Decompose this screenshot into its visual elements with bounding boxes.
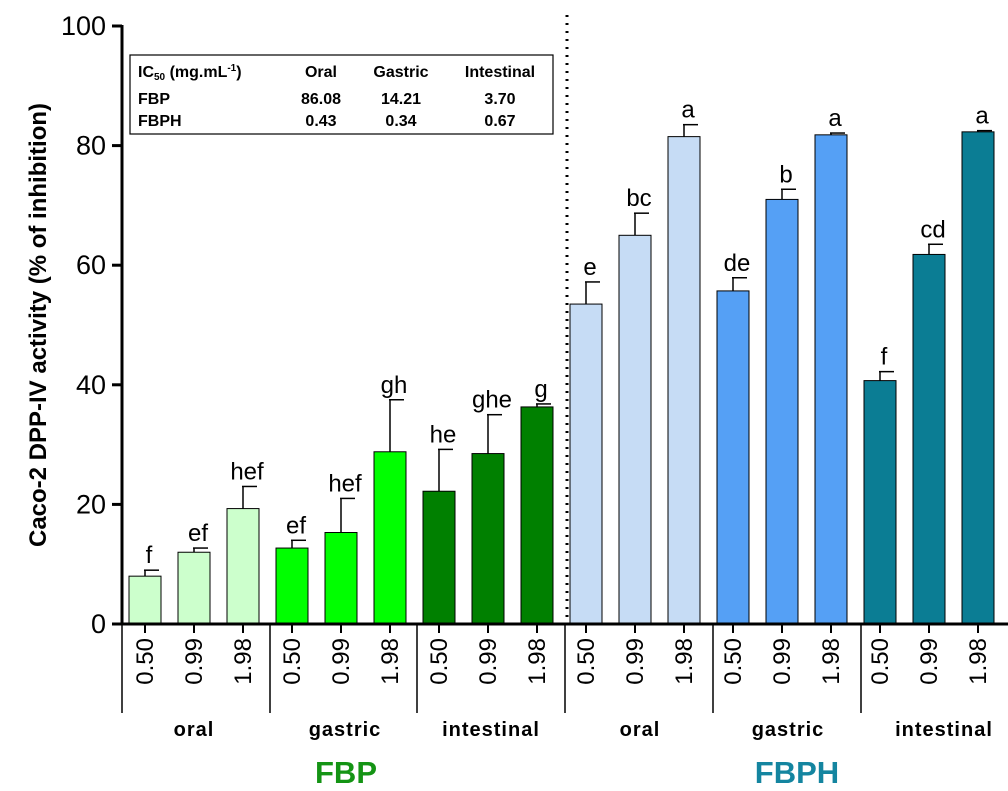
x-tick-label: 0.99 [769,638,796,685]
bar [226,508,260,625]
ic50-col-intestinal: Intestinal [465,64,535,81]
ic50-row-fbph-label: FBPH [138,113,182,130]
x-tick-label: 1.98 [524,638,551,685]
significance-label: he [430,421,457,448]
ic50-fbph-gastric: 0.34 [385,113,416,130]
bar [814,134,848,625]
x-tick-label: 1.98 [671,638,698,685]
bar [618,234,652,625]
bar [961,131,995,625]
ic50-row-fbp-label: FBP [138,91,170,108]
significance-label: f [146,542,153,569]
bar [912,253,946,625]
significance-label: f [881,344,888,371]
significance-label: cd [920,216,945,243]
bar [667,136,701,625]
x-tick-label: 0.99 [328,638,355,685]
group-label: intestinal [895,719,993,741]
y-axis: 0 20 40 60 80 100 [61,11,124,639]
x-tick-label: 0.50 [867,638,894,685]
ic50-fbp-intestinal: 3.70 [484,91,515,108]
significance-label: g [534,376,547,403]
y-tick-label: 40 [76,370,106,400]
x-tick-label: 0.50 [426,638,453,685]
group-label: oral [620,719,661,741]
bar [324,532,358,625]
significance-label: ef [188,520,208,547]
bar [569,303,603,625]
ic50-fbph-intestinal: 0.67 [484,113,515,130]
ic50-col-oral: Oral [305,64,337,81]
x-tick-label: 0.50 [720,638,747,685]
x-tick-label: 0.99 [475,638,502,685]
bar [422,490,456,625]
significance-label: e [583,254,596,281]
y-axis-label: Caco-2 DPP-IV activity (% of inhibition) [25,103,52,547]
significance-label: a [681,97,695,124]
group-label: intestinal [442,719,540,741]
sample-label: FBP [315,755,377,790]
y-tick-label: 20 [76,489,106,519]
x-tick-label: 1.98 [377,638,404,685]
group-label: oral [174,719,215,741]
sample-label: FBPH [755,755,839,790]
bar [275,547,309,625]
x-tick-label: 1.98 [965,638,992,685]
significance-label: gh [381,372,408,399]
x-tick-label: 0.99 [622,638,649,685]
ic50-fbp-gastric: 14.21 [381,91,421,108]
x-tick-label: 0.99 [916,638,943,685]
x-tick-label: 0.50 [279,638,306,685]
significance-label: b [779,161,792,188]
ic50-table: IC50 (mg.mL-1) Oral Gastric Intestinal F… [129,54,554,135]
x-tick-label: 0.50 [132,638,159,685]
significance-label: hef [230,458,264,485]
ic50-col-gastric: Gastric [373,64,428,81]
y-tick-label: 100 [61,11,106,41]
significance-label: de [724,250,751,277]
x-tick-label: 0.99 [181,638,208,685]
group-label: gastric [752,719,825,741]
y-tick-label: 80 [76,131,106,161]
significance-label: bc [626,185,651,212]
ic50-fbp-oral: 86.08 [301,91,341,108]
group-label: gastric [309,719,382,741]
bar [520,406,554,625]
x-axis: 0.50 0.99 1.98 0.50 0.99 1.98 0.50 0.99 1.98 0.50… [120,622,1008,790]
ic50-table-border [129,54,554,135]
bar [863,380,897,625]
x-tick-label: 1.98 [230,638,257,685]
bar [373,451,407,625]
x-tick-label: 1.98 [818,638,845,685]
ic50-header: IC50 (mg.mL-1) [138,63,242,83]
bar [716,290,750,625]
y-tick-label: 0 [91,609,106,639]
bar [765,198,799,625]
significance-label: a [975,103,989,130]
bar [471,453,505,625]
bar [177,551,211,625]
y-tick-label: 60 [76,250,106,280]
significance-label: ghe [472,387,512,414]
bar [128,575,162,625]
ic50-fbph-oral: 0.43 [305,113,336,130]
significance-label: hef [328,470,362,497]
significance-label: ef [286,512,306,539]
significance-label: a [828,105,842,132]
x-tick-label: 0.50 [573,638,600,685]
